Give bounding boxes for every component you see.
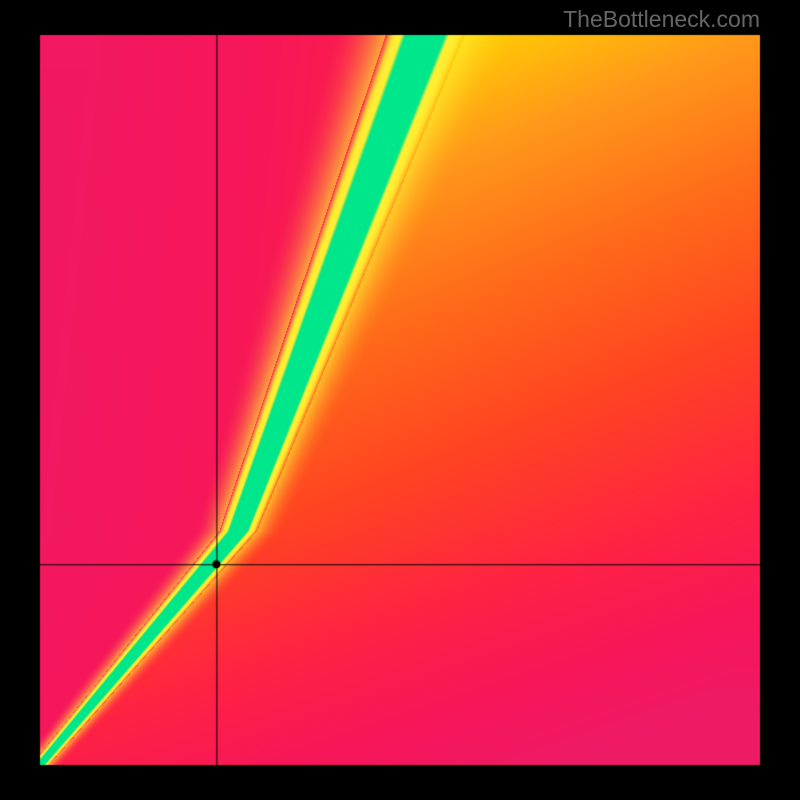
chart-container: TheBottleneck.com [0,0,800,800]
watermark-text: TheBottleneck.com [563,6,760,33]
heatmap-canvas [0,0,800,800]
